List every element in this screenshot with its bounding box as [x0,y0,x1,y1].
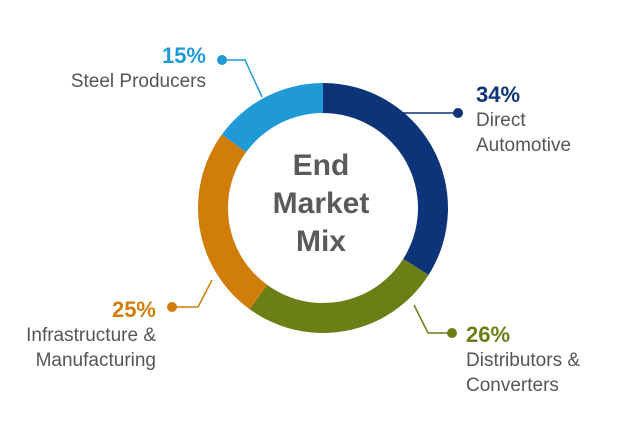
leader-dot [217,55,227,65]
leader-line [172,279,213,308]
donut-slice-0 [323,83,448,275]
donut-slice-3 [221,83,323,153]
leader-dot [447,328,457,338]
slice-name: Distributors & [466,350,581,371]
leader-dot [453,108,463,118]
leader-line [222,59,263,98]
leader-line [413,304,452,334]
slice-label-infrastructure-manufacturing: 25% Infrastructure & Manufacturing [6,297,156,373]
slice-name: Converters [466,375,559,396]
slice-label-distributors-converters: 26% Distributors & Converters [466,322,580,398]
slice-name: Infrastructure & [26,325,156,346]
donut-slice-2 [198,134,268,310]
slice-percent: 26% [466,322,511,347]
slice-label-direct-automotive: 34% Direct Automotive [476,82,571,158]
donut-slice-1 [249,258,429,333]
slice-name: Direct [476,110,526,131]
chart-title-line: Market [272,187,370,220]
slice-label-steel-producers: 15% Steel Producers [48,43,206,94]
slice-percent: 25% [111,297,156,322]
slice-percent: 34% [476,82,521,107]
leader-dot [167,302,177,312]
chart-title-line: End [292,149,350,182]
slice-name: Automotive [476,135,572,156]
slice-percent: 15% [161,43,206,68]
slice-name: Manufacturing [35,350,156,371]
chart-title: End Market Mix [241,147,401,261]
chart-title-line: Mix [295,225,346,258]
slice-name: Steel Producers [70,71,206,92]
